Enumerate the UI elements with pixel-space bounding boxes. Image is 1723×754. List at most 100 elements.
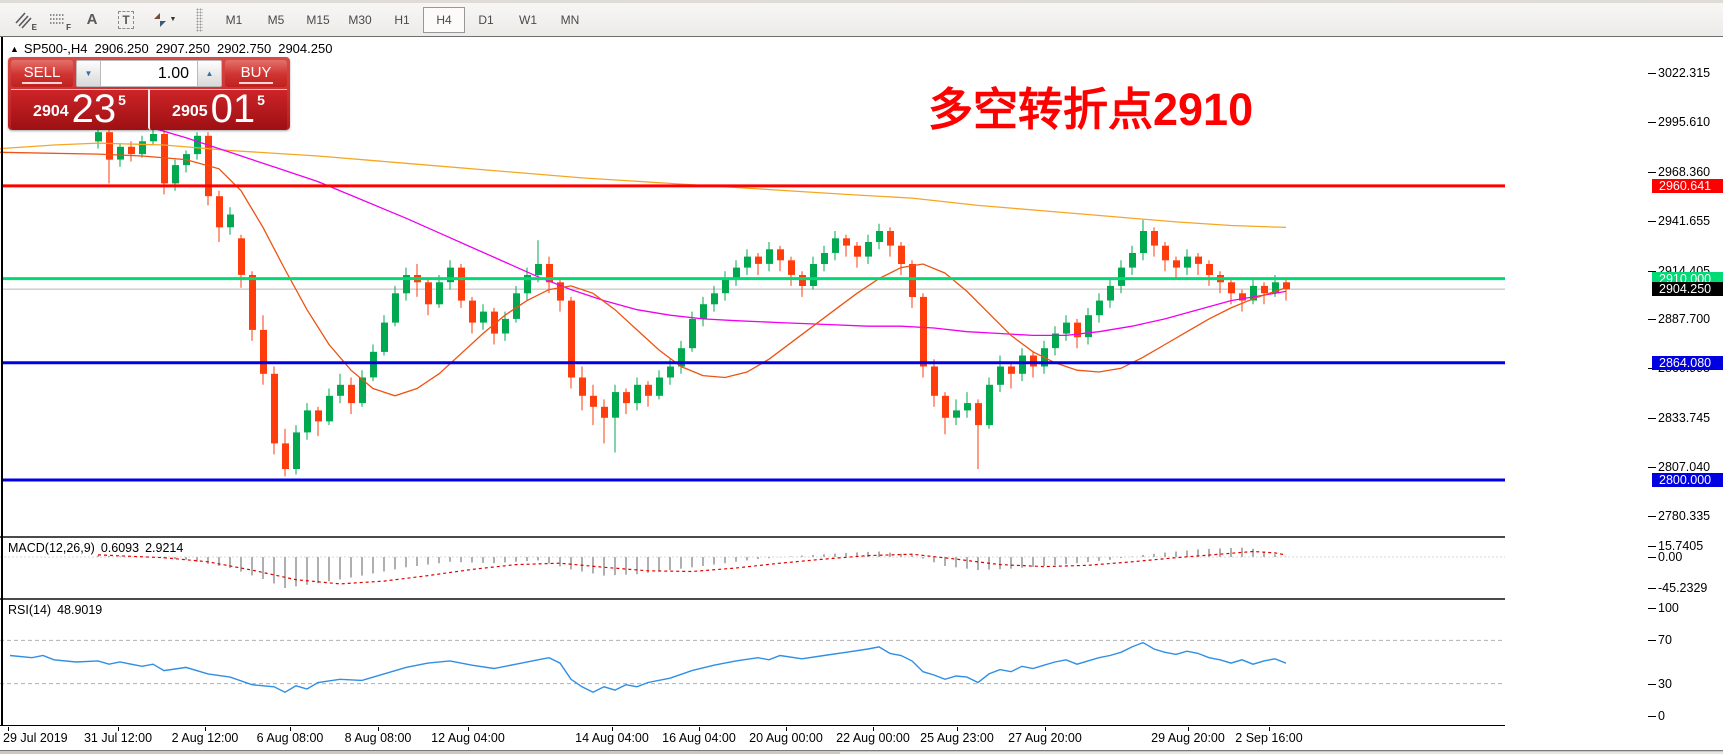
timeframe-button-m15[interactable]: M15: [306, 12, 330, 27]
time-tick: [118, 727, 119, 731]
arrows-tool-button[interactable]: ▼: [144, 6, 184, 34]
lot-size-stepper: ▼ ▲: [76, 60, 222, 87]
price-tick: [1648, 121, 1656, 123]
rsi-tick-label: 70: [1658, 633, 1672, 648]
lot-decrease-button[interactable]: ▼: [77, 61, 101, 86]
time-axis-label: 2 Aug 12:00: [171, 731, 239, 745]
time-axis-label: 6 Aug 08:00: [256, 731, 324, 745]
rsi-tick-label: 30: [1658, 676, 1672, 691]
buy-price-prefix: 2905: [172, 103, 208, 120]
price-tick-label: 2807.040: [1658, 460, 1711, 475]
sell-price-big: 23: [71, 87, 117, 131]
macd-tick: [1648, 546, 1656, 548]
time-axis-label: 2 Sep 16:00: [1235, 731, 1303, 745]
horizontal-scrollbar[interactable]: [0, 750, 1723, 754]
price-tick-label: 3022.315: [1658, 66, 1711, 80]
fibonacci-icon: [50, 13, 65, 24]
close-value: 2904.250: [278, 41, 333, 56]
lot-size-input[interactable]: [101, 61, 197, 86]
toolbar-grip[interactable]: [196, 7, 203, 32]
price-badge: 2800.000: [1652, 473, 1723, 487]
price-axis[interactable]: 3022.315 2995.610 2968.360 2941.655 2914.405…: [1505, 37, 1723, 727]
time-axis-label: 22 Aug 00:00: [836, 731, 910, 745]
sell-price-prefix: 2904: [33, 103, 69, 120]
sell-button[interactable]: SELL: [11, 60, 73, 87]
price-tick: [1648, 73, 1656, 74]
buy-button[interactable]: BUY: [225, 60, 287, 87]
time-tick: [957, 727, 958, 731]
timeframe-button-m5[interactable]: M5: [267, 12, 285, 27]
text-tool-button[interactable]: T: [110, 6, 142, 34]
timeframe-button-m30[interactable]: M30: [348, 12, 372, 27]
macd-tick: [1648, 557, 1656, 558]
timeframe-group: M1 M5 M15 M30 H1 H4 D1 W1 MN: [213, 6, 591, 33]
rsi-tick-label: 100: [1658, 601, 1679, 615]
rsi-label: RSI(14) 48.9019: [8, 603, 108, 617]
time-axis-label: 12 Aug 04:00: [431, 731, 505, 745]
rsi-indicator-name: RSI(14): [8, 603, 52, 617]
time-axis[interactable]: 29 Jul 2019 31 Jul 12:00 2 Aug 12:00 6 Aug …: [0, 727, 1723, 750]
price-tick-label: 2887.700: [1658, 312, 1711, 327]
time-axis-label: 27 Aug 20:00: [1008, 731, 1082, 745]
time-tick: [290, 727, 291, 731]
timeframe-button-mn[interactable]: MN: [560, 12, 580, 27]
price-tick: [1648, 418, 1656, 420]
price-tick-label: 2941.655: [1658, 213, 1711, 228]
time-tick: [1269, 727, 1270, 731]
rsi-value: 48.9019: [57, 603, 103, 617]
macd-tick: [1648, 588, 1656, 590]
timeframe-button-h4[interactable]: H4: [423, 6, 465, 33]
time-tick: [468, 727, 469, 731]
time-axis-label: 29 Jul 2019: [3, 731, 68, 745]
rsi-tick: [1648, 608, 1656, 609]
macd-main-value: 0.6093: [100, 541, 140, 555]
text-label-icon: A: [86, 11, 98, 28]
timeframe-button-h1[interactable]: H1: [394, 12, 410, 27]
chart-canvas[interactable]: [0, 37, 1723, 727]
channels-icon-letter: E: [31, 22, 37, 32]
fibonacci-tool-button[interactable]: F: [42, 6, 74, 34]
text-label-tool-button[interactable]: A: [76, 6, 108, 34]
rsi-tick-label: 0: [1658, 709, 1665, 723]
time-axis-label: 25 Aug 23:00: [920, 731, 994, 745]
time-tick: [8, 727, 9, 731]
open-value: 2906.250: [94, 41, 149, 56]
timeframe-button-m1[interactable]: M1: [225, 12, 243, 27]
time-axis-label: 29 Aug 20:00: [1151, 731, 1225, 745]
channels-tool-button[interactable]: E: [8, 6, 40, 34]
buy-price-display[interactable]: 2905 01 5: [148, 89, 287, 130]
time-tick: [1045, 727, 1046, 731]
price-tick: [1648, 467, 1656, 469]
price-tick-label: 2995.610: [1658, 114, 1711, 129]
rsi-tick: [1648, 683, 1656, 685]
rsi-tick: [1648, 640, 1656, 642]
timeframe-button-d1[interactable]: D1: [478, 12, 494, 27]
time-axis-label: 16 Aug 04:00: [662, 731, 736, 745]
collapse-triangle-icon[interactable]: ▲: [10, 44, 19, 54]
high-value: 2907.250: [155, 41, 210, 56]
scrollbar-thumb[interactable]: [840, 752, 1723, 754]
price-tick: [1648, 516, 1656, 517]
toolbar: E F A T ▼ M1 M5 M15 M30 H1 H4 D1 W1 MN: [0, 0, 1723, 37]
price-badge: 2960.641: [1652, 178, 1723, 193]
sell-button-label: SELL: [21, 64, 63, 84]
macd-label: MACD(12,26,9) 0.6093 2.9214: [8, 541, 189, 555]
timeframe-button-w1[interactable]: W1: [519, 12, 537, 27]
rsi-tick: [1648, 716, 1656, 717]
time-axis-label: 14 Aug 04:00: [575, 731, 649, 745]
lot-increase-button[interactable]: ▲: [197, 61, 221, 86]
symbol-period-label: SP500-,H4: [23, 41, 88, 56]
time-tick: [378, 727, 379, 731]
chart-annotation: 多空转折点2910: [928, 84, 1254, 135]
one-click-trading-widget: SELL ▼ ▲ BUY 2904 23 5 2905 01 5: [8, 57, 290, 130]
sell-price-display[interactable]: 2904 23 5: [11, 89, 148, 130]
price-tick: [1648, 270, 1656, 272]
macd-indicator-name: MACD(12,26,9): [8, 541, 95, 555]
time-tick: [612, 727, 613, 731]
channels-icon: [15, 11, 32, 29]
time-tick: [205, 727, 206, 731]
buy-price-sup: 5: [257, 92, 265, 108]
macd-signal-value: 2.9214: [145, 541, 184, 555]
ohlc-header: ▲ SP500-,H4 2906.250 2907.250 2902.750 2904.2…: [10, 41, 339, 56]
